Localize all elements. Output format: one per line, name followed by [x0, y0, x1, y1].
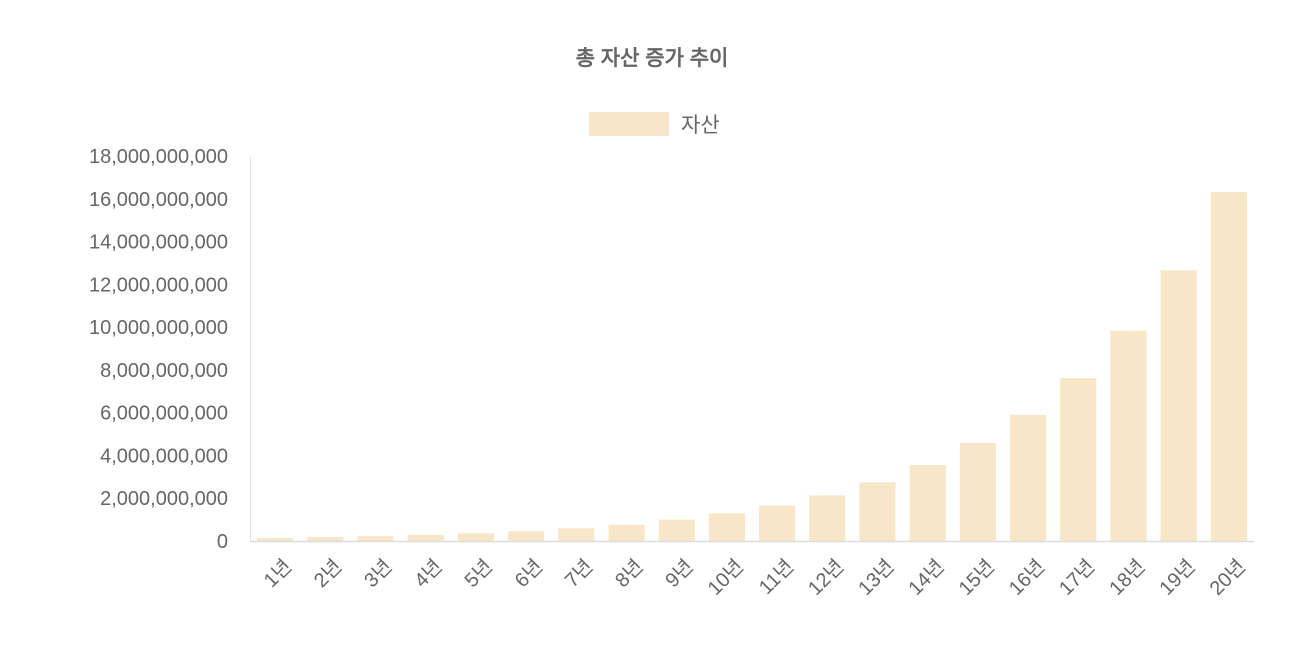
- y-tick-label: 16,000,000,000: [89, 189, 228, 211]
- x-tick-label: 12년: [803, 555, 848, 600]
- x-tick-label: 9년: [661, 555, 698, 592]
- bar[interactable]: [1210, 192, 1247, 541]
- y-tick-label: 8,000,000,000: [100, 360, 228, 382]
- bar[interactable]: [1060, 378, 1097, 541]
- legend-swatch: [589, 112, 669, 136]
- x-tick-label: 10년: [703, 555, 748, 600]
- bar[interactable]: [909, 465, 946, 541]
- bar[interactable]: [658, 519, 695, 541]
- y-tick-label: 14,000,000,000: [89, 232, 228, 254]
- bar[interactable]: [357, 536, 394, 541]
- x-tick-label: 20년: [1205, 555, 1250, 600]
- x-tick-label: 4년: [410, 555, 447, 592]
- x-tick-label: 5년: [460, 555, 497, 592]
- y-tick-label: 2,000,000,000: [100, 488, 228, 510]
- chart-title: 총 자산 증가 추이: [575, 47, 729, 70]
- x-tick-label: 19년: [1155, 555, 1200, 600]
- x-tick-label: 2년: [309, 555, 346, 592]
- y-tick-label: 4,000,000,000: [100, 445, 228, 467]
- x-tick-label: 11년: [754, 555, 798, 599]
- legend[interactable]: 자산: [589, 110, 720, 138]
- bar[interactable]: [1010, 414, 1047, 541]
- x-tick-label: 6년: [510, 555, 547, 592]
- x-tick-label: 15년: [954, 555, 999, 600]
- bar[interactable]: [859, 482, 896, 541]
- y-axis: 0 2,000,000,000 4,000,000,000 6,000,000,000…: [89, 146, 228, 553]
- bar[interactable]: [307, 537, 344, 541]
- x-tick-label: 14년: [904, 555, 949, 600]
- bar[interactable]: [1110, 330, 1147, 541]
- x-tick-label: 16년: [1004, 555, 1049, 600]
- bar[interactable]: [759, 505, 796, 541]
- bar[interactable]: [558, 528, 595, 541]
- bar[interactable]: [809, 495, 846, 541]
- y-tick-label: 12,000,000,000: [89, 274, 228, 296]
- y-tick-label: 18,000,000,000: [89, 146, 228, 168]
- y-tick-label: 10,000,000,000: [89, 317, 228, 339]
- x-tick-label: 18년: [1105, 555, 1150, 600]
- bar[interactable]: [959, 443, 996, 541]
- bar[interactable]: [608, 524, 645, 541]
- x-tick-label: 8년: [611, 555, 648, 592]
- bar[interactable]: [1160, 270, 1197, 541]
- bar[interactable]: [457, 533, 494, 541]
- legend-label: 자산: [681, 114, 720, 137]
- x-tick-label: 13년: [854, 555, 899, 600]
- bars: [257, 192, 1247, 541]
- bar[interactable]: [407, 534, 444, 541]
- bar[interactable]: [508, 531, 545, 541]
- x-tick-label: 3년: [360, 555, 397, 592]
- x-tick-label: 1년: [259, 555, 296, 592]
- x-axis: 1년 2년 3년 4년 5년 6년 7년 8년 9년 10년 11년 12년 13년 14년 15년 16년 1…: [259, 555, 1250, 600]
- x-tick-label: 7년: [560, 555, 597, 592]
- bar[interactable]: [257, 538, 294, 541]
- bar[interactable]: [708, 513, 745, 541]
- y-tick-label: 6,000,000,000: [100, 403, 228, 425]
- x-tick-label: 17년: [1054, 555, 1099, 600]
- y-tick-label: 0: [217, 531, 228, 553]
